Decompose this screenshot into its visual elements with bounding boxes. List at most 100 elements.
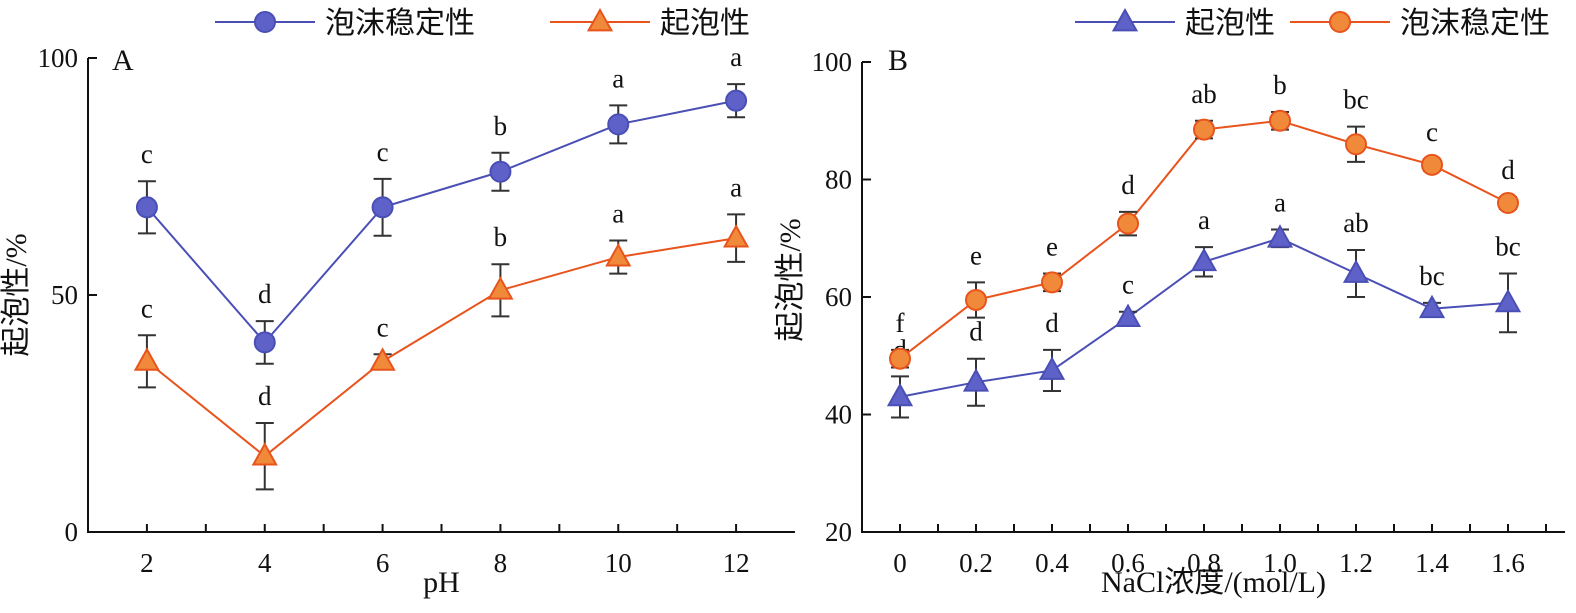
series-line [899, 119, 1509, 360]
data-point [965, 288, 987, 311]
data-point [1041, 271, 1063, 294]
data-point [725, 89, 748, 112]
data-point [962, 368, 990, 392]
legend-marker [1329, 11, 1351, 33]
significance-label: a [612, 63, 624, 93]
legend-item: 泡沫稳定性 [1290, 6, 1550, 41]
x-tick-label: 0.6 [1111, 548, 1145, 578]
significance-label: c [377, 312, 389, 342]
data-point [889, 347, 911, 370]
x-tick-label: 10 [605, 548, 632, 578]
data-point [1342, 259, 1370, 283]
legend-item: 泡沫稳定性 [215, 6, 475, 41]
data-point [1038, 356, 1066, 380]
y-axis-title: 起泡性/% [774, 218, 807, 341]
legend-marker [586, 7, 614, 32]
significance-label: ab [1191, 79, 1216, 109]
significance-label: d [1501, 155, 1515, 185]
x-tick-label: 0 [893, 548, 907, 578]
significance-label: bc [1419, 261, 1445, 291]
y-tick-label: 50 [51, 280, 78, 310]
significance-label: d [969, 317, 983, 347]
series-line [146, 237, 737, 458]
x-axis-title: NaCl浓度/(mol/L) [1101, 566, 1326, 599]
y-axis-title: 起泡性/% [0, 233, 33, 356]
significance-label: d [1045, 308, 1059, 338]
data-point [1497, 192, 1519, 214]
y-tick-label: 100 [38, 43, 79, 73]
y-tick-label: 100 [812, 47, 853, 77]
axis-lines [87, 58, 795, 533]
significance-label: bc [1495, 232, 1521, 262]
data-point [369, 347, 396, 371]
legend-marker [254, 11, 276, 33]
data-point [722, 224, 750, 248]
x-tick-label: 8 [494, 548, 508, 578]
significance-label: c [1122, 270, 1134, 300]
x-tick-label: 1.4 [1415, 548, 1449, 578]
y-tick-label: 0 [65, 517, 79, 547]
y-tick-label: 20 [825, 517, 852, 547]
data-point [251, 442, 278, 466]
significance-label: c [377, 137, 389, 167]
significance-label: e [1046, 232, 1058, 262]
data-point [886, 382, 914, 407]
series-1: c d c b a a [133, 172, 750, 491]
series-1: f e e d ab b bc c d [889, 70, 1519, 370]
data-point [1117, 212, 1139, 235]
data-point [607, 113, 630, 136]
x-axis-title: pH [423, 566, 460, 599]
significance-label: b [494, 222, 508, 252]
x-tick-label: 0.2 [959, 548, 993, 578]
significance-label: d [258, 279, 272, 309]
data-point [1269, 109, 1291, 132]
series-0: c d c b a a [135, 42, 748, 365]
significance-label: c [1426, 117, 1438, 147]
legend-marker [1111, 7, 1139, 32]
x-tick-label: 4 [258, 548, 272, 578]
data-point [371, 196, 394, 219]
significance-label: c [141, 139, 153, 169]
x-tick-label: 6 [376, 548, 390, 578]
significance-label: d [1121, 170, 1135, 200]
y-tick-label: 40 [825, 400, 852, 430]
significance-label: a [730, 42, 742, 72]
legend-item: 起泡性 [550, 6, 750, 41]
data-point [253, 331, 276, 354]
y-tick-label: 80 [825, 165, 852, 195]
legend-label: 起泡性 [1185, 6, 1275, 41]
panel-label: B [888, 44, 908, 77]
panel-b: 20 40 60 80 100 0 0.2 0.4 0.6 0.8 1.0 1.2 1.4 1.6 NaCl… [774, 6, 1565, 599]
data-point [1114, 303, 1142, 327]
significance-label: f [896, 308, 905, 338]
legend-label: 泡沫稳定性 [325, 6, 475, 41]
significance-label: a [1198, 205, 1210, 235]
significance-label: b [1273, 70, 1287, 100]
significance-label: a [730, 172, 742, 202]
data-point [1345, 133, 1367, 156]
data-point [489, 160, 512, 183]
data-point [1193, 118, 1215, 141]
x-tick-label: 1.0 [1263, 548, 1297, 578]
data-point [605, 243, 632, 267]
x-tick-label: 1.6 [1491, 548, 1525, 578]
panel-label: A [112, 44, 134, 77]
data-point [1421, 153, 1443, 176]
significance-label: a [1274, 187, 1286, 217]
significance-label: d [258, 381, 272, 411]
significance-label: a [612, 198, 624, 228]
x-tick-label: 0.8 [1187, 548, 1221, 578]
x-tick-label: 12 [723, 548, 750, 578]
x-tick-label: 0.4 [1035, 548, 1069, 578]
data-point [487, 276, 514, 300]
series-0: dddcaaabbcbc [886, 187, 1522, 419]
significance-label: c [141, 293, 153, 323]
data-point [1418, 294, 1446, 319]
x-tick-label: 2 [140, 548, 154, 578]
significance-label: b [494, 111, 508, 141]
series-line [146, 99, 737, 344]
significance-label: ab [1343, 208, 1368, 238]
